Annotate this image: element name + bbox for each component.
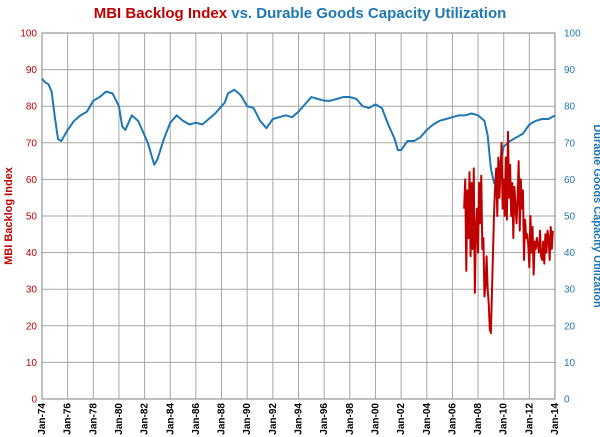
x-tick-label: Jan-80 (114, 403, 125, 435)
x-tick-label: Jan-98 (345, 403, 356, 435)
x-tick-label: Jan-90 (242, 403, 253, 435)
y-left-tick-label: 40 (26, 248, 38, 259)
y-left-tick-label: 80 (26, 102, 38, 113)
y-right-tick-label: 30 (564, 285, 576, 296)
chart-title-part3: Durable Goods Capacity Utilization (256, 5, 506, 22)
x-axis-ticks: Jan-74 Jan-76 Jan-78 Jan-80 Jan-82 Jan-84 Jan-… (37, 403, 561, 435)
y-right-tick-label: 80 (564, 102, 576, 113)
y-left-tick-label: 100 (20, 29, 37, 40)
x-tick-label: Jan-74 (37, 403, 48, 435)
y-left-tick-label: 30 (26, 285, 38, 296)
x-tick-label: Jan-04 (422, 403, 433, 435)
x-tick-label: Jan-14 (550, 403, 561, 435)
x-tick-label: Jan-06 (447, 403, 458, 435)
x-tick-label: Jan-86 (191, 403, 202, 435)
x-tick-label: Jan-94 (294, 403, 305, 435)
y-left-tick-label: 70 (26, 138, 38, 149)
x-tick-label: Jan-84 (165, 403, 176, 435)
series-layer (41, 78, 556, 335)
y-axis-right-ticks: 0 10 20 30 40 50 60 70 80 90 100 (564, 29, 581, 406)
x-tick-label: Jan-92 (268, 403, 279, 435)
series-line-capacity (41, 78, 556, 185)
y-axis-right-label: Durable Goods Capacity Utilization (591, 124, 600, 308)
chart-title-part1: MBI Backlog Index (94, 5, 228, 22)
y-axis-left-label: MBI Backlog Index (3, 166, 15, 265)
chart-title: MBI Backlog Index vs. Durable Goods Capa… (94, 5, 507, 22)
series-line-backlog (463, 130, 554, 335)
x-tick-label: Jan-10 (499, 403, 510, 435)
plot-frame (41, 32, 556, 400)
y-right-tick-label: 70 (564, 138, 576, 149)
y-left-tick-label: 20 (26, 321, 38, 332)
y-axis-left-ticks: 0 10 20 30 40 50 60 70 80 90 100 (20, 29, 37, 406)
x-tick-label: Jan-12 (524, 403, 535, 435)
y-left-tick-label: 90 (26, 65, 38, 76)
y-right-tick-label: 20 (564, 321, 576, 332)
chart-title-part2: vs. (227, 5, 256, 22)
y-left-tick-label: 60 (26, 175, 38, 186)
x-tick-label: Jan-96 (319, 403, 330, 435)
x-tick-label: Jan-02 (396, 403, 407, 435)
y-right-tick-label: 0 (564, 395, 570, 406)
y-right-tick-label: 10 (564, 358, 576, 369)
x-tick-label: Jan-82 (140, 403, 151, 435)
y-right-tick-label: 90 (564, 65, 576, 76)
y-left-tick-label: 0 (31, 395, 37, 406)
x-tick-label: Jan-88 (217, 403, 228, 435)
y-right-tick-label: 40 (564, 248, 576, 259)
x-tick-label: Jan-08 (473, 403, 484, 435)
y-left-tick-label: 10 (26, 358, 38, 369)
y-right-tick-label: 60 (564, 175, 576, 186)
y-left-tick-label: 50 (26, 212, 38, 223)
x-tick-label: Jan-00 (370, 403, 381, 435)
y-right-tick-label: 100 (564, 29, 581, 40)
y-right-tick-label: 50 (564, 212, 576, 223)
x-tick-label: Jan-76 (63, 403, 74, 435)
x-tick-label: Jan-78 (88, 403, 99, 435)
